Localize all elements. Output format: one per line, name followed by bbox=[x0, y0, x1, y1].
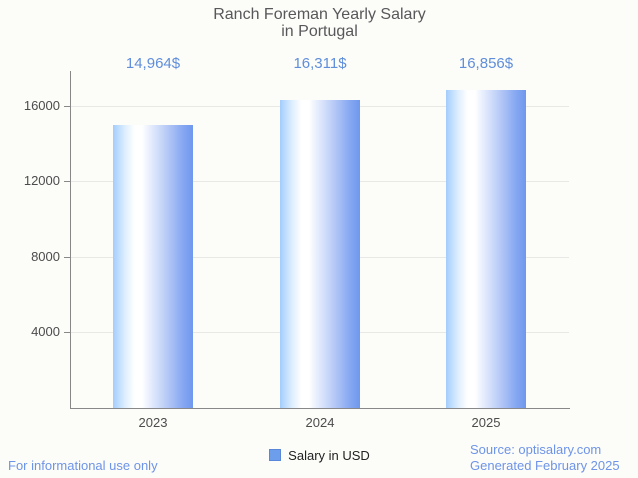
y-axis-line bbox=[70, 71, 71, 409]
y-axis-tick bbox=[64, 257, 70, 258]
disclaimer-text: For informational use only bbox=[8, 458, 158, 473]
chart-title: Ranch Foreman Yearly Salary in Portugal bbox=[70, 6, 569, 40]
legend-label: Salary in USD bbox=[288, 447, 370, 463]
y-axis-tick-label: 4000 bbox=[31, 324, 60, 339]
salary-bar-2024 bbox=[280, 100, 360, 408]
salary-bar-2025 bbox=[446, 90, 526, 408]
chart-title-line-2: in Portugal bbox=[281, 23, 358, 40]
source-text: Source: optisalary.com bbox=[470, 442, 602, 457]
y-axis-tick bbox=[64, 181, 70, 182]
bar-value-label: 14,964$ bbox=[125, 55, 181, 72]
bar-value-label: 16,311$ bbox=[293, 55, 347, 72]
chart-title-line-1: Ranch Foreman Yearly Salary bbox=[213, 6, 426, 23]
x-axis-line bbox=[70, 408, 570, 409]
y-axis-tick bbox=[64, 332, 70, 333]
y-axis-tick bbox=[64, 106, 70, 107]
legend: Salary in USD bbox=[70, 447, 569, 463]
source-block: Source: optisalary.com Generated Februar… bbox=[470, 442, 620, 474]
legend-swatch-icon bbox=[269, 449, 282, 461]
x-axis-label-2024: 2024 bbox=[305, 415, 335, 430]
y-axis-tick-label: 12000 bbox=[23, 173, 60, 188]
generated-text: Generated February 2025 bbox=[470, 458, 620, 473]
bar-value-label: 16,856$ bbox=[458, 55, 514, 72]
y-axis-tick-label: 16000 bbox=[23, 98, 60, 113]
y-axis-tick-label: 8000 bbox=[31, 249, 60, 264]
x-axis-label-2025: 2025 bbox=[471, 415, 501, 430]
salary-bar-2023 bbox=[113, 125, 193, 408]
x-axis-label-2023: 2023 bbox=[138, 415, 168, 430]
